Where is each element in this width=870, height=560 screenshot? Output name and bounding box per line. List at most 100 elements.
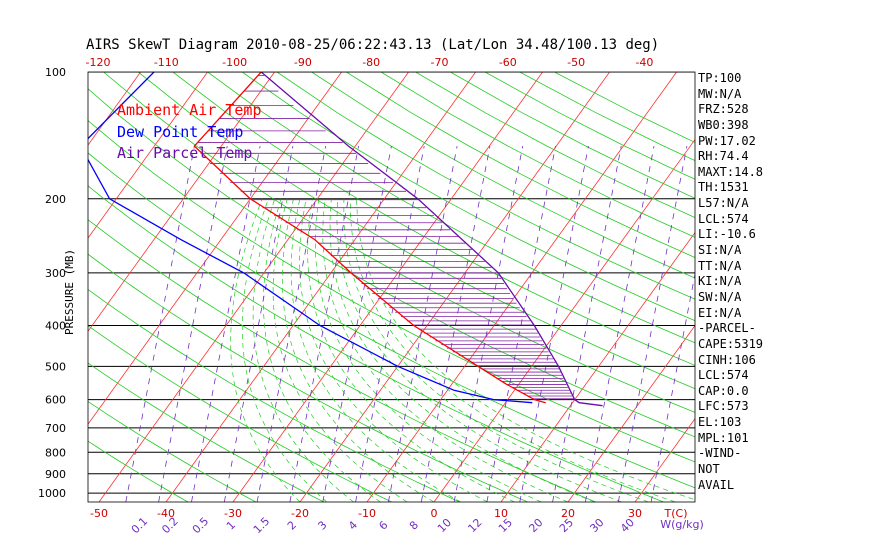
mixing-ratio-line — [519, 146, 589, 502]
dry-adiabat — [311, 72, 695, 279]
stat-line: EL:103 — [698, 415, 742, 430]
mixing-ratio-line — [191, 146, 261, 502]
series-line — [260, 72, 603, 407]
moist-adiabat — [241, 198, 328, 502]
mixing-ratio-unit: W(g/kg) — [660, 518, 704, 531]
mixing-ratio-line — [289, 146, 359, 502]
moist-adiabat — [307, 198, 515, 502]
mixing-ratio-line — [453, 146, 524, 502]
mixing-ratio-label: 1 — [224, 518, 238, 532]
top-temp-tick: -50 — [567, 56, 585, 69]
dry-adiabat — [88, 253, 528, 502]
moist-adiabat — [299, 198, 488, 502]
mixing-ratio-label: 0.5 — [190, 515, 212, 537]
bottom-temp-tick: 30 — [628, 507, 642, 520]
stat-line: TT:N/A — [698, 258, 742, 273]
mixing-ratio-line — [322, 146, 392, 502]
mixing-ratio-line — [125, 146, 195, 502]
mixing-ratio-label: 2 — [285, 518, 299, 532]
dry-adiabat — [88, 401, 257, 502]
bottom-temp-tick: -50 — [90, 507, 108, 520]
mixing-ratio-label: 1.5 — [251, 515, 273, 537]
stat-line: TP:100 — [698, 71, 742, 85]
isotherm — [567, 324, 695, 502]
plot-area — [0, 72, 695, 502]
dry-adiabat — [88, 88, 695, 438]
stat-line: CAPE:5319 — [698, 336, 764, 351]
isotherm — [88, 72, 342, 425]
top-temp-tick: -80 — [362, 56, 380, 69]
mixing-ratio-label: 10 — [435, 516, 454, 535]
bottom-temp-tick: 20 — [561, 507, 575, 520]
dry-adiabat — [137, 72, 695, 390]
stat-line: LI:-10.6 — [698, 227, 756, 242]
legend-dewpoint: Dew Point Temp — [117, 122, 244, 141]
pressure-tick-label: 100 — [45, 66, 66, 79]
mixing-ratio-line — [420, 146, 491, 502]
mixing-ratio-line — [650, 272, 695, 502]
mixing-ratio-label: 4 — [346, 518, 360, 532]
mixing-ratio-line — [552, 146, 622, 502]
moist-adiabat — [252, 198, 354, 502]
isotherm — [165, 72, 476, 502]
stat-line: LCL:574 — [698, 211, 749, 226]
stat-line: EI:N/A — [698, 305, 742, 320]
mixing-ratio-label: 12 — [465, 516, 484, 535]
moist-adiabat — [272, 198, 408, 502]
moist-adiabat — [343, 198, 649, 502]
pressure-tick-label: 400 — [45, 320, 66, 333]
stat-line: RH:74.4 — [698, 149, 749, 164]
isotherm — [88, 72, 141, 146]
chart-title: AIRS SkewT Diagram 2010-08-25/06:22:43.1… — [86, 37, 660, 53]
pressure-tick-label: 500 — [45, 360, 66, 373]
moist-adiabat — [349, 198, 676, 502]
bottom-temp-tick: -20 — [291, 507, 309, 520]
pressure-tick-label: 200 — [45, 193, 66, 206]
top-temp-tick: -70 — [431, 56, 449, 69]
stat-line: NOT — [698, 462, 720, 477]
mixing-ratio-label: 8 — [407, 518, 421, 532]
pressure-tick-label: 800 — [45, 446, 66, 459]
isotherm — [0, 72, 7, 502]
mixing-ratio-label: 20 — [526, 516, 545, 535]
mixing-ratio-line — [617, 146, 688, 502]
bottom-temp-tick: -10 — [358, 507, 376, 520]
isotherm — [88, 72, 208, 239]
top-temp-tick: -60 — [499, 56, 517, 69]
mixing-ratio-label: 6 — [376, 518, 390, 532]
series-line — [88, 72, 533, 404]
top-temp-tick: -100 — [222, 56, 247, 69]
pressure-tick-label: 1000 — [38, 487, 66, 500]
mixing-ratio-line — [355, 146, 425, 502]
stat-line: LFC:573 — [698, 399, 749, 414]
dry-adiabat — [276, 72, 695, 300]
y-axis-label: PRESSURE (MB) — [63, 248, 76, 335]
top-temp-tick: -40 — [635, 56, 653, 69]
moist-adiabat — [336, 198, 622, 502]
mixing-ratio-line — [158, 146, 228, 502]
mixing-ratio-line — [223, 146, 294, 502]
dry-adiabat — [103, 72, 695, 413]
dry-adiabat — [172, 72, 695, 366]
isotherm — [232, 72, 543, 502]
top-temp-tick: -110 — [154, 56, 179, 69]
pressure-tick-label: 300 — [45, 267, 66, 280]
pressure-tick-label: 900 — [45, 468, 66, 481]
series-line — [193, 72, 546, 404]
dry-adiabat — [346, 72, 695, 258]
stat-line: AVAIL — [698, 477, 735, 492]
mixing-ratio-line — [585, 146, 655, 502]
stat-line: MAXT:14.8 — [698, 164, 764, 179]
legend-parcel: Air Parcel Temp — [117, 144, 253, 162]
stat-line: PW:17.02 — [698, 133, 756, 148]
stat-line: FRZ:528 — [698, 102, 749, 117]
top-temp-tick: -120 — [86, 56, 111, 69]
isotherm — [299, 72, 610, 502]
dry-adiabat — [88, 185, 664, 502]
isotherm — [88, 72, 275, 332]
stat-line: CAP:0.0 — [698, 383, 749, 398]
mixing-ratio-line — [486, 146, 556, 502]
legend: Ambient Air Temp Dew Point Temp Air Parc… — [117, 100, 262, 165]
mixing-ratio-label: 3 — [315, 518, 329, 532]
